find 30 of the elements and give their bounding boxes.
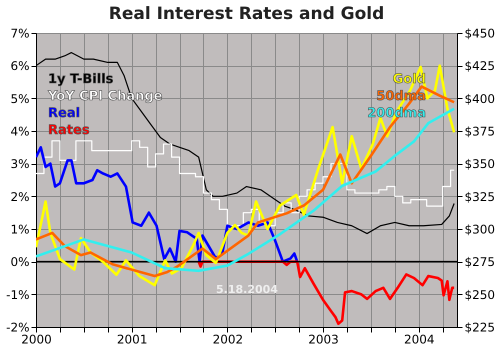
y-tick-label: -2% [6, 320, 30, 334]
text: Real [48, 106, 80, 121]
y-tick-label: 0% [10, 255, 30, 270]
y-tick-label: 7% [10, 26, 30, 40]
y-tick-label: 1% [10, 222, 30, 236]
y-tick-label: -1% [6, 288, 30, 302]
y-tick-label: 6% [10, 59, 30, 74]
y-tick-label: 2% [10, 190, 30, 204]
annotation: 5.18.2004 [216, 283, 278, 296]
y-tick-label: 4% [10, 124, 30, 138]
y2-tick-label: $325 [464, 190, 496, 204]
y2-tick-label: $425 [464, 59, 496, 74]
y2-tick-label: $275 [464, 255, 496, 270]
y2-tick-label: $400 [464, 92, 496, 106]
x-tick-label: 2000 [21, 332, 52, 346]
text: Rates [48, 123, 90, 138]
y-tick-label: 3% [10, 157, 30, 172]
y2-tick-label: $350 [464, 157, 496, 172]
x-tick-label: 2003 [308, 332, 339, 346]
chart-title: Real Interest Rates and Gold [108, 4, 384, 24]
y2-tick-label: $450 [464, 26, 496, 40]
x-tick-label: 2001 [116, 332, 148, 346]
y2-tick-label: $250 [464, 288, 496, 302]
y2-tick-label: $225 [464, 320, 496, 334]
x-tick-label: 2002 [212, 332, 244, 346]
y-tick-label: 5% [10, 92, 30, 106]
y2-tick-label: $300 [464, 222, 496, 236]
y2-tick-label: $375 [464, 124, 496, 138]
series-label: 1y T-Bills [48, 72, 114, 87]
x-tick-label: 2004 [404, 332, 434, 346]
